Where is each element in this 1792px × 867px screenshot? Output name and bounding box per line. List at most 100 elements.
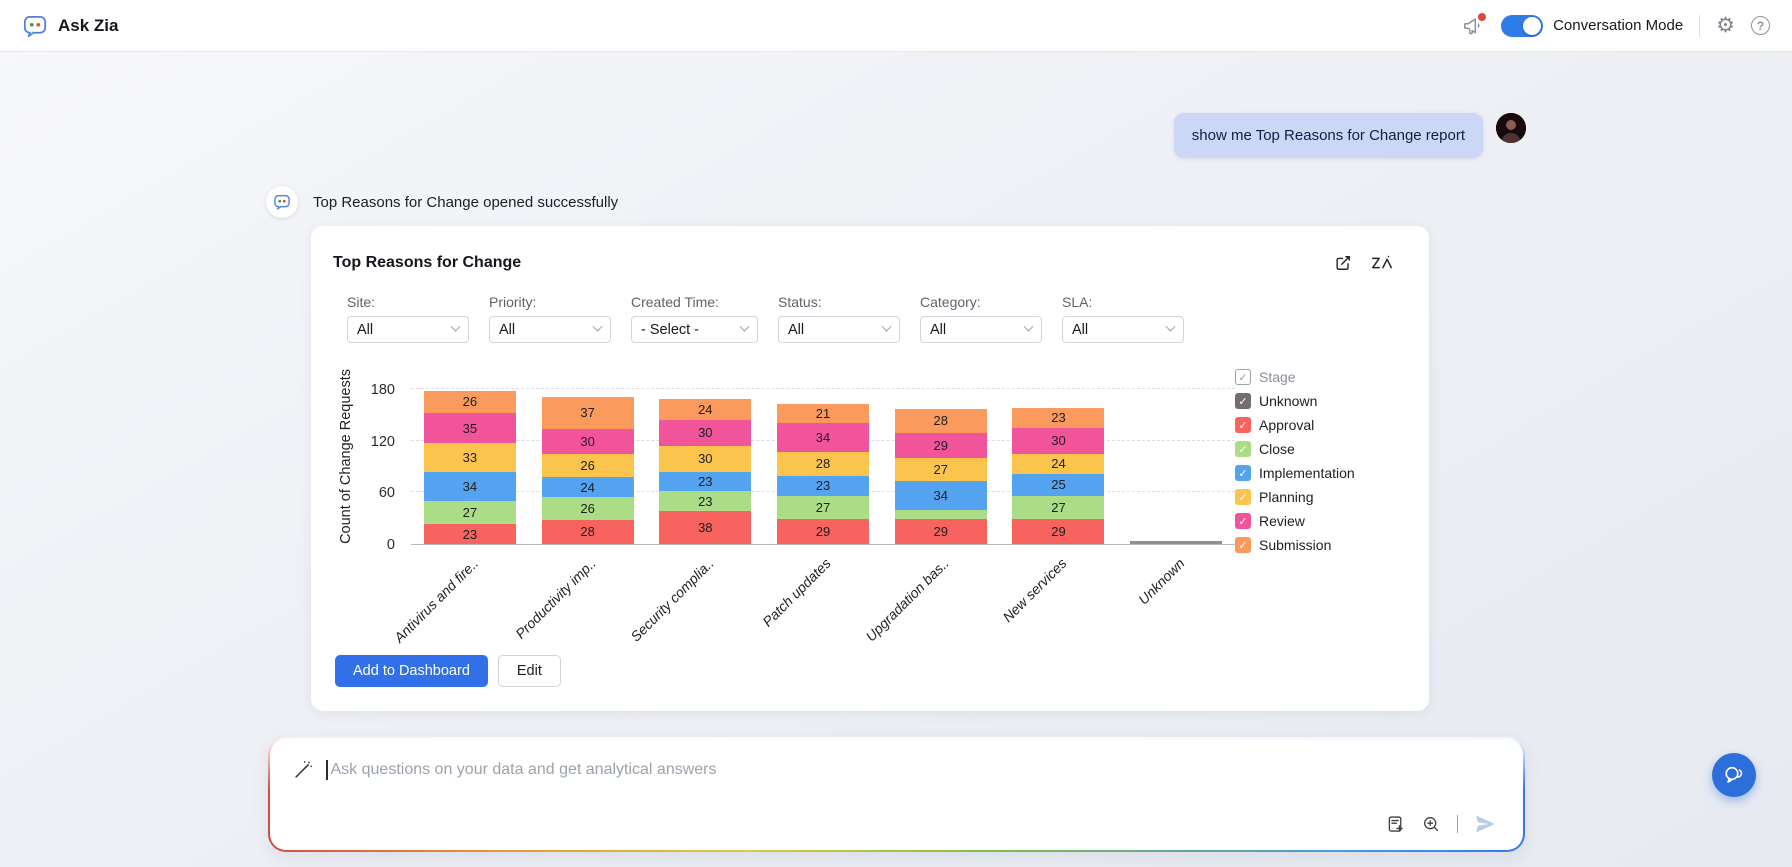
bar-segment[interactable]: 24 (659, 399, 752, 420)
bar-segment[interactable]: 33 (423, 443, 516, 472)
x-axis-label: Patch updates (759, 555, 835, 630)
question-input[interactable]: Ask questions on your data and get analy… (292, 759, 1501, 781)
stacked-bar[interactable]: 29 34 27 29 28 (894, 408, 987, 544)
zoom-in-icon[interactable] (1421, 814, 1442, 835)
bar-segment[interactable]: 26 (423, 390, 516, 414)
bar-segment[interactable]: 37 (541, 396, 634, 429)
bar-segment[interactable]: 29 (894, 519, 987, 544)
filter-select[interactable]: All (1062, 316, 1184, 343)
bar-segment[interactable]: 23 (777, 475, 870, 496)
bar-segment[interactable]: 26 (541, 454, 634, 477)
legend-checkbox[interactable]: ✓ (1235, 393, 1251, 409)
bar-segment[interactable] (894, 510, 987, 520)
bar-segment[interactable]: 27 (1012, 495, 1105, 520)
bar-segment[interactable]: 27 (423, 500, 516, 525)
bar-segment[interactable]: 29 (1012, 519, 1105, 544)
bar-segment[interactable]: 23 (659, 491, 752, 512)
filter-label: Created Time: (631, 294, 719, 310)
bar-segment[interactable]: 24 (541, 476, 634, 498)
legend-item[interactable]: ✓ Submission (1235, 537, 1407, 553)
bar-segment[interactable]: 30 (659, 445, 752, 472)
chevron-down-icon (1023, 321, 1034, 332)
bar-slot: 38 23 23 30 30 24 (646, 367, 764, 544)
filter-select[interactable]: - Select - (631, 316, 758, 343)
legend-item[interactable]: ✓ Review (1235, 513, 1407, 529)
bar-slot: 29 27 25 24 30 23 (1000, 367, 1118, 544)
bar-segment[interactable]: 28 (777, 451, 870, 476)
bar-segment[interactable]: 23 (659, 471, 752, 492)
legend-title-row[interactable]: ✓ Stage (1235, 369, 1407, 385)
bar-segment[interactable]: 35 (423, 413, 516, 444)
gear-icon[interactable]: ⚙ (1716, 14, 1735, 37)
legend-checkbox[interactable]: ✓ (1235, 489, 1251, 505)
filter-bar: Site: All Priority: All Created Time: - Selec… (347, 294, 1407, 343)
external-link-icon[interactable] (1333, 253, 1353, 273)
report-request-icon[interactable] (1385, 814, 1406, 835)
filter-value: All (499, 321, 516, 338)
legend-item[interactable]: ✓ Implementation (1235, 465, 1407, 481)
legend-label: Planning (1259, 489, 1314, 505)
filter-label: Site: (347, 294, 376, 310)
bar-segment[interactable]: 27 (894, 457, 987, 482)
bar-segment[interactable]: 30 (659, 419, 752, 446)
legend-checkbox[interactable]: ✓ (1235, 369, 1251, 385)
bar-segment[interactable]: 28 (541, 519, 634, 544)
x-axis-label: Upgradation bas.. (862, 555, 953, 645)
bar-segment[interactable]: 28 (894, 408, 987, 433)
legend-item[interactable]: ✓ Close (1235, 441, 1407, 457)
bar-segment[interactable]: 29 (894, 432, 987, 458)
conversation-mode-toggle[interactable] (1501, 14, 1544, 37)
bar-segment[interactable]: 21 (777, 404, 870, 423)
bar-segment[interactable]: 30 (541, 428, 634, 455)
legend-label: Review (1259, 513, 1305, 529)
bar-segment[interactable]: 24 (1012, 453, 1105, 475)
filter-select[interactable]: All (920, 316, 1042, 343)
legend-checkbox[interactable]: ✓ (1235, 537, 1251, 553)
bar-segment[interactable]: 23 (1012, 407, 1105, 428)
edit-button[interactable]: Edit (497, 655, 561, 687)
legend-checkbox[interactable]: ✓ (1235, 417, 1251, 433)
legend-item[interactable]: ✓ Approval (1235, 417, 1407, 433)
zia-icon[interactable] (1369, 252, 1395, 274)
legend-checkbox[interactable]: ✓ (1235, 465, 1251, 481)
chevron-down-icon (881, 321, 892, 332)
bar-segment[interactable] (1130, 540, 1223, 544)
announcements-button[interactable] (1461, 12, 1487, 38)
filter-select[interactable]: All (347, 316, 469, 343)
question-composer[interactable]: Ask questions on your data and get analy… (268, 737, 1525, 852)
stacked-bar[interactable]: 29 27 25 24 30 23 (1012, 407, 1105, 544)
bar-segment[interactable]: 25 (1012, 474, 1105, 496)
chevron-down-icon (739, 321, 750, 332)
bar-segment[interactable]: 34 (777, 422, 870, 452)
stacked-bar[interactable]: 38 23 23 30 30 24 (659, 399, 752, 544)
report-title: Top Reasons for Change (333, 254, 522, 271)
bar-segment[interactable]: 34 (423, 471, 516, 501)
bot-avatar (266, 186, 298, 218)
legend-checkbox[interactable]: ✓ (1235, 513, 1251, 529)
legend-item[interactable]: ✓ Unknown (1235, 393, 1407, 409)
stacked-bar[interactable]: 28 26 24 26 30 37 (541, 396, 634, 544)
legend-checkbox[interactable]: ✓ (1235, 441, 1251, 457)
stacked-bar[interactable]: 23 27 34 33 35 26 (423, 390, 516, 544)
ask-zia-logo-icon (23, 15, 47, 37)
bar-segment[interactable]: 26 (541, 497, 634, 520)
add-to-dashboard-button[interactable]: Add to Dashboard (335, 655, 488, 687)
y-axis-ticks: 0 60 120 180 (357, 367, 399, 553)
stacked-bar[interactable]: 29 27 23 28 34 21 (777, 404, 870, 544)
help-icon[interactable]: ? (1751, 16, 1770, 35)
stacked-bar[interactable] (1130, 540, 1223, 544)
filter-label: Status: (778, 294, 822, 310)
chat-fab-button[interactable] (1712, 753, 1756, 797)
bar-segment[interactable]: 29 (777, 519, 870, 544)
x-axis-label: Unknown (1134, 555, 1188, 608)
send-icon[interactable] (1473, 812, 1497, 836)
bar-segment[interactable]: 27 (777, 495, 870, 520)
bar-segment[interactable]: 23 (423, 524, 516, 544)
legend-label: Unknown (1259, 393, 1318, 409)
bar-segment[interactable]: 38 (659, 511, 752, 544)
bar-segment[interactable]: 34 (894, 481, 987, 511)
filter-select[interactable]: All (489, 316, 611, 343)
bar-segment[interactable]: 30 (1012, 427, 1105, 454)
filter-select[interactable]: All (778, 316, 900, 343)
legend-item[interactable]: ✓ Planning (1235, 489, 1407, 505)
